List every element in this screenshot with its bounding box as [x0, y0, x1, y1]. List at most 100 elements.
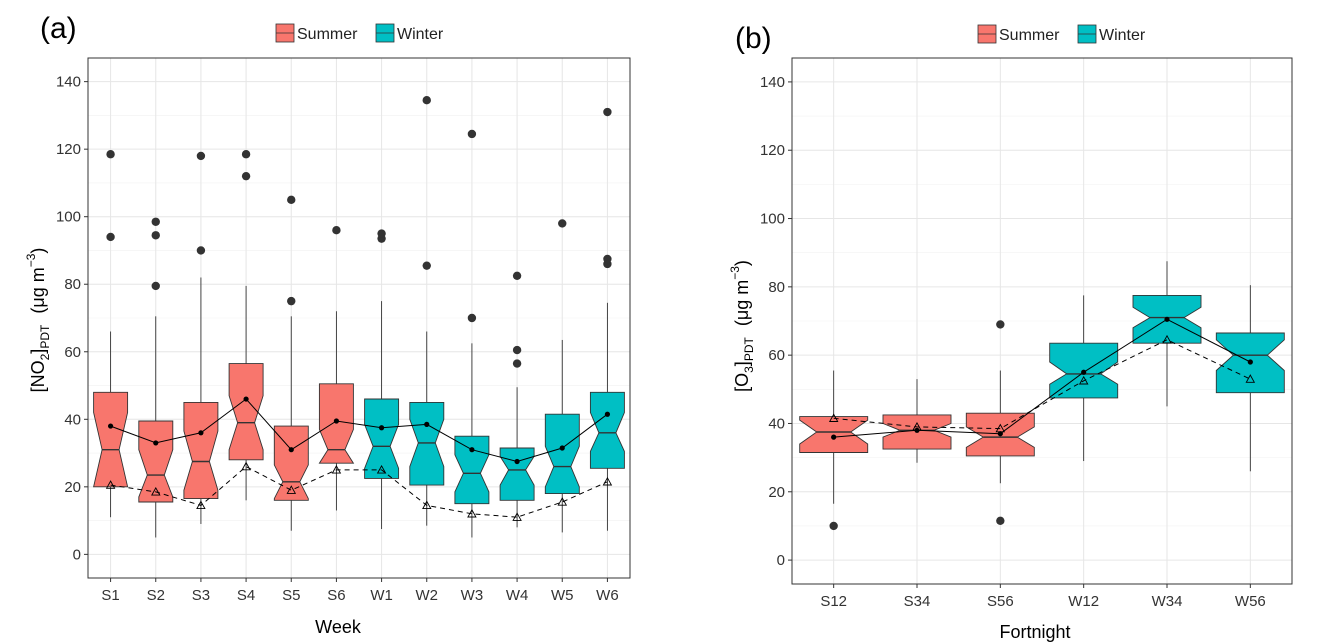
outlier-point — [151, 281, 160, 291]
y-tick-label: 100 — [760, 211, 785, 228]
outlier-point — [512, 345, 522, 355]
triangle-point — [376, 464, 387, 474]
y-tick-label: 140 — [56, 74, 81, 91]
y-tick-label: 80 — [64, 276, 81, 293]
mean-point — [333, 418, 340, 424]
box-S3 — [183, 401, 219, 500]
box-W4 — [499, 447, 535, 501]
dashed-line — [833, 339, 1251, 430]
mean-point — [424, 421, 430, 427]
box-W2 — [409, 401, 445, 486]
triangle-point — [828, 413, 839, 422]
triangle-point — [1162, 334, 1172, 344]
mean-point — [604, 411, 611, 417]
x-tick-label: S5 — [282, 587, 300, 604]
outlier-point — [106, 232, 115, 242]
triangle-point — [331, 464, 342, 474]
mean-line — [833, 318, 1251, 438]
triangle-point — [286, 485, 297, 494]
triangle-point — [196, 500, 206, 510]
y-tick-label: 120 — [760, 142, 785, 159]
outlier-point — [467, 129, 477, 139]
outlier-point — [512, 359, 522, 368]
mean-point — [559, 445, 565, 451]
panel-b-xlabel: Fortnight — [999, 622, 1070, 642]
outlier-point — [287, 195, 296, 205]
outlier-point — [287, 296, 296, 306]
mean-point — [469, 447, 475, 453]
triangle-point — [602, 476, 613, 486]
legend-label-winter: Winter — [397, 26, 444, 43]
y-tick-label: 20 — [64, 479, 81, 496]
triangle-point — [1245, 374, 1256, 383]
x-tick-label: S56 — [987, 593, 1014, 610]
outlier-point — [422, 96, 431, 105]
x-tick-label: S34 — [904, 593, 931, 610]
box-W1 — [364, 398, 400, 479]
box-S5 — [273, 425, 309, 501]
y-tick-label: 20 — [768, 484, 785, 501]
mean-line — [110, 398, 608, 463]
legend-label-summer: Summer — [999, 27, 1060, 44]
x-tick-label: W3 — [461, 587, 484, 604]
x-tick-label: W34 — [1152, 593, 1183, 610]
x-tick-label: W4 — [506, 587, 529, 604]
outlier-point — [996, 320, 1005, 329]
outlier-point — [241, 150, 251, 159]
panel-b: (b) Summer Winter 0 20 40 60 80 100 120 140 S12 S… — [728, 22, 1293, 642]
y-tick-label: 60 — [768, 347, 785, 364]
panel-b-legend: Summer Winter — [977, 24, 1146, 44]
y-tick-label: 80 — [768, 279, 785, 296]
outlier-point — [467, 313, 477, 323]
outlier-point — [151, 231, 160, 240]
x-tick-label: S2 — [147, 587, 165, 604]
panel-b-plot: 0 20 40 60 80 100 120 140 S12 S34 S56 W12 W34 W56 — [760, 57, 1293, 610]
mean-point — [243, 396, 249, 402]
panel-b-tag: (b) — [735, 22, 772, 55]
mean-point — [153, 440, 159, 446]
outlier-point — [603, 254, 612, 264]
mean-point — [831, 434, 837, 440]
outlier-point — [332, 226, 341, 235]
panel-a-xlabel: Week — [315, 617, 362, 637]
y-tick-label: 120 — [56, 141, 81, 158]
x-tick-label: S3 — [192, 587, 210, 604]
mean-point — [997, 431, 1003, 437]
y-tick-label: 0 — [777, 552, 785, 569]
triangle-point — [557, 497, 568, 506]
triangle-point — [512, 512, 522, 521]
x-tick-label: W6 — [596, 587, 619, 604]
triangle-point — [105, 480, 116, 489]
y-tick-label: 100 — [56, 209, 81, 226]
x-tick-label: S12 — [820, 593, 847, 610]
outlier-point — [151, 217, 160, 226]
outlier-point — [996, 516, 1005, 526]
x-tick-label: W1 — [370, 587, 393, 604]
triangle-point — [912, 421, 922, 431]
mean-point — [1164, 316, 1170, 322]
y-tick-label: 60 — [64, 344, 81, 361]
dashed-line — [110, 466, 608, 518]
box-S1 — [93, 391, 129, 488]
x-tick-label: S4 — [237, 587, 255, 604]
triangle-point — [995, 423, 1006, 433]
panel-a-tag: (a) — [40, 12, 77, 45]
triangle-point — [422, 500, 432, 510]
mean-point — [1081, 369, 1087, 375]
box-W6 — [589, 391, 625, 469]
x-tick-label: W5 — [551, 587, 574, 604]
box-W5 — [544, 413, 580, 495]
plot-border — [87, 57, 631, 579]
outlier-point — [512, 271, 522, 280]
outlier-point — [106, 150, 115, 159]
box-S4 — [228, 363, 264, 461]
mean-point — [378, 425, 385, 431]
outlier-point — [829, 521, 838, 531]
panel-a-ylabel: [NO2]PDT (μg m−3) — [24, 248, 52, 393]
outlier-point — [377, 229, 386, 238]
mean-point — [107, 423, 114, 429]
triangle-point — [241, 461, 251, 471]
x-tick-label: W56 — [1235, 593, 1266, 610]
outlier-point — [196, 246, 206, 255]
